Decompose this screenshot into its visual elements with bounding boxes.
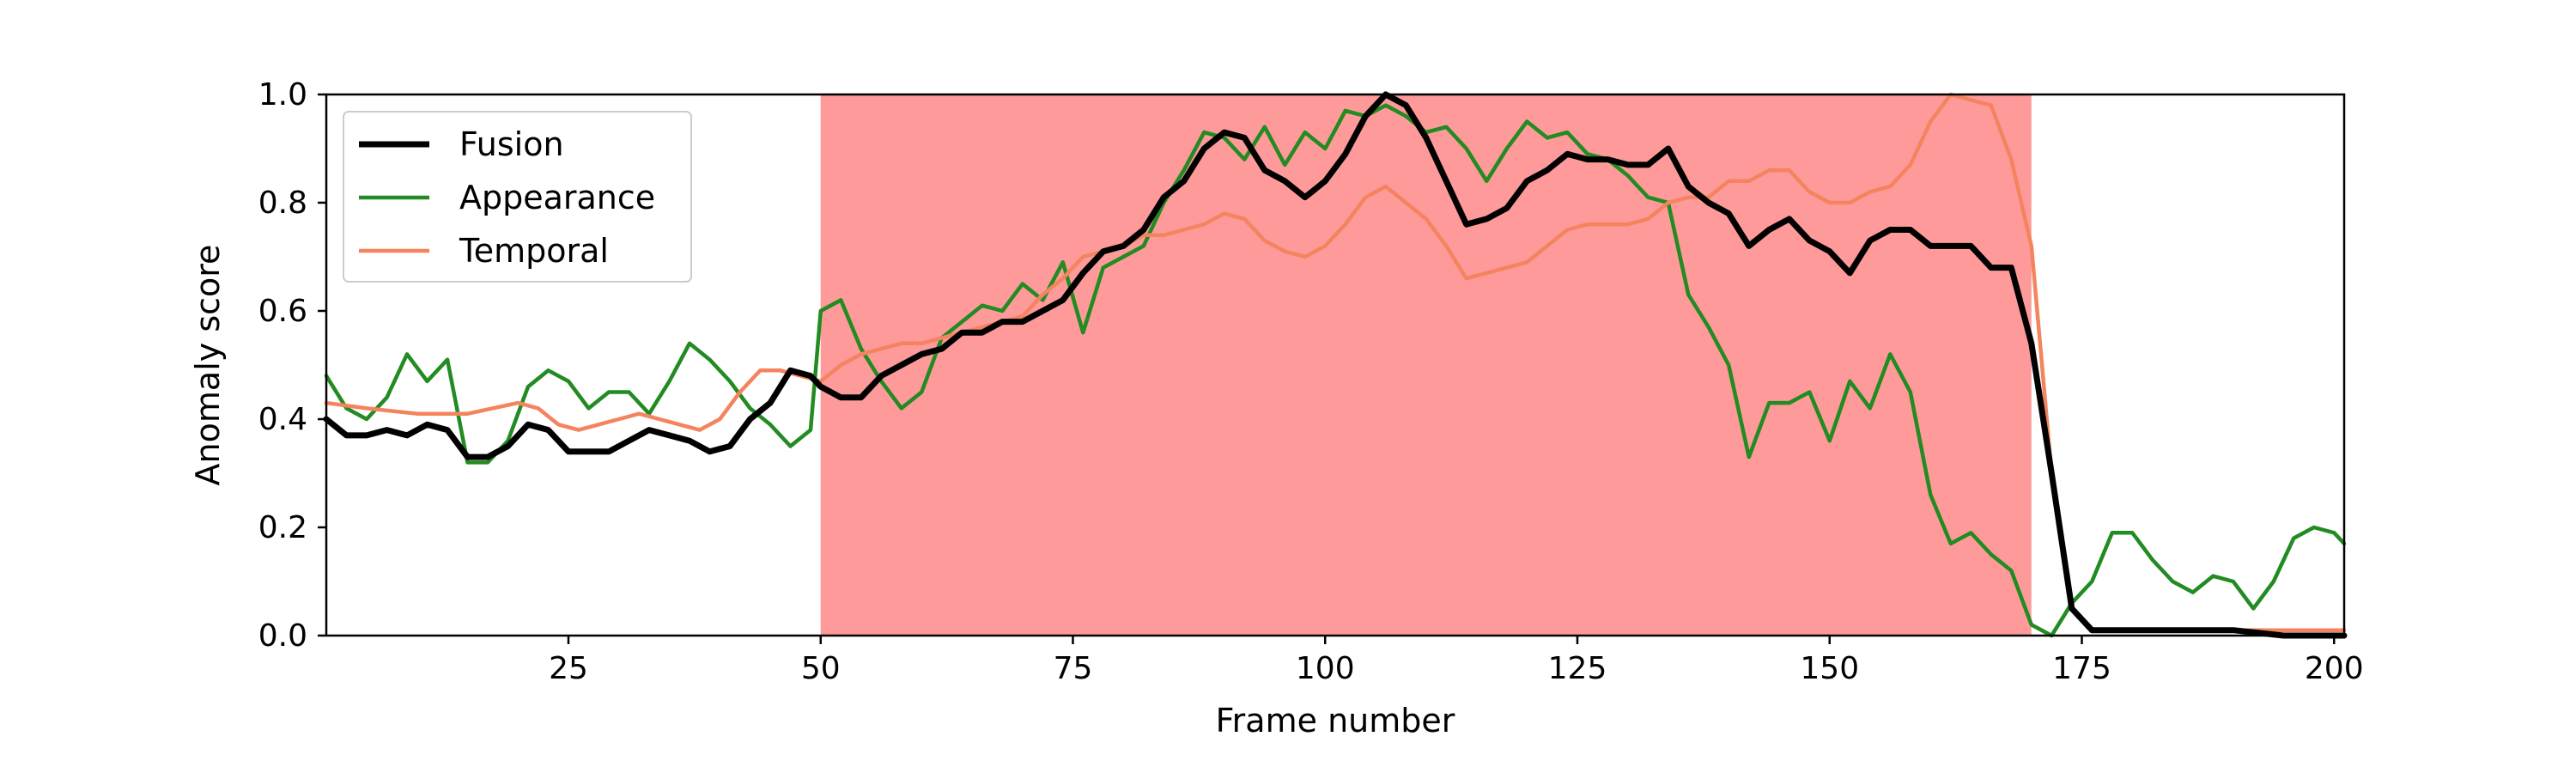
legend-label-fusion: Fusion [459,125,564,163]
x-axis-ticks: 25 50 75 100 125 150 175 200 [549,636,2364,686]
legend: Fusion Appearance Temporal [343,111,692,283]
x-tick-label: 50 [801,651,841,686]
y-tick-label: 0.0 [258,618,307,654]
legend-label-temporal: Temporal [459,232,609,270]
x-tick-label: 175 [2052,651,2111,686]
legend-box [343,111,692,283]
x-tick-label: 150 [1800,651,1859,686]
x-tick-label: 75 [1054,651,1093,686]
y-tick-label: 0.8 [258,186,307,221]
y-tick-label: 0.6 [258,294,307,329]
plot-frame [325,93,2346,637]
anomaly-region-rect [820,94,2032,636]
x-tick-label: 200 [2305,651,2364,686]
x-axis-label: Frame number [1216,702,1455,740]
series-line-fusion [323,91,2348,639]
series-lines [323,91,2348,639]
x-tick-label: 100 [1296,651,1355,686]
y-tick-label: 1.0 [258,77,307,113]
y-axis-ticks: 0.0 0.2 0.4 0.6 0.8 1.0 [258,77,326,654]
y-axis-label: Anomaly score [189,245,227,486]
series-line-appearance [324,103,2347,638]
x-tick-label: 125 [1548,651,1607,686]
x-tick-label: 25 [549,651,588,686]
legend-label-appearance: Appearance [459,179,655,216]
series-line-temporal [324,92,2347,632]
anomaly-region [820,94,2032,636]
y-tick-label: 0.4 [258,402,307,437]
y-tick-label: 0.2 [258,510,307,545]
